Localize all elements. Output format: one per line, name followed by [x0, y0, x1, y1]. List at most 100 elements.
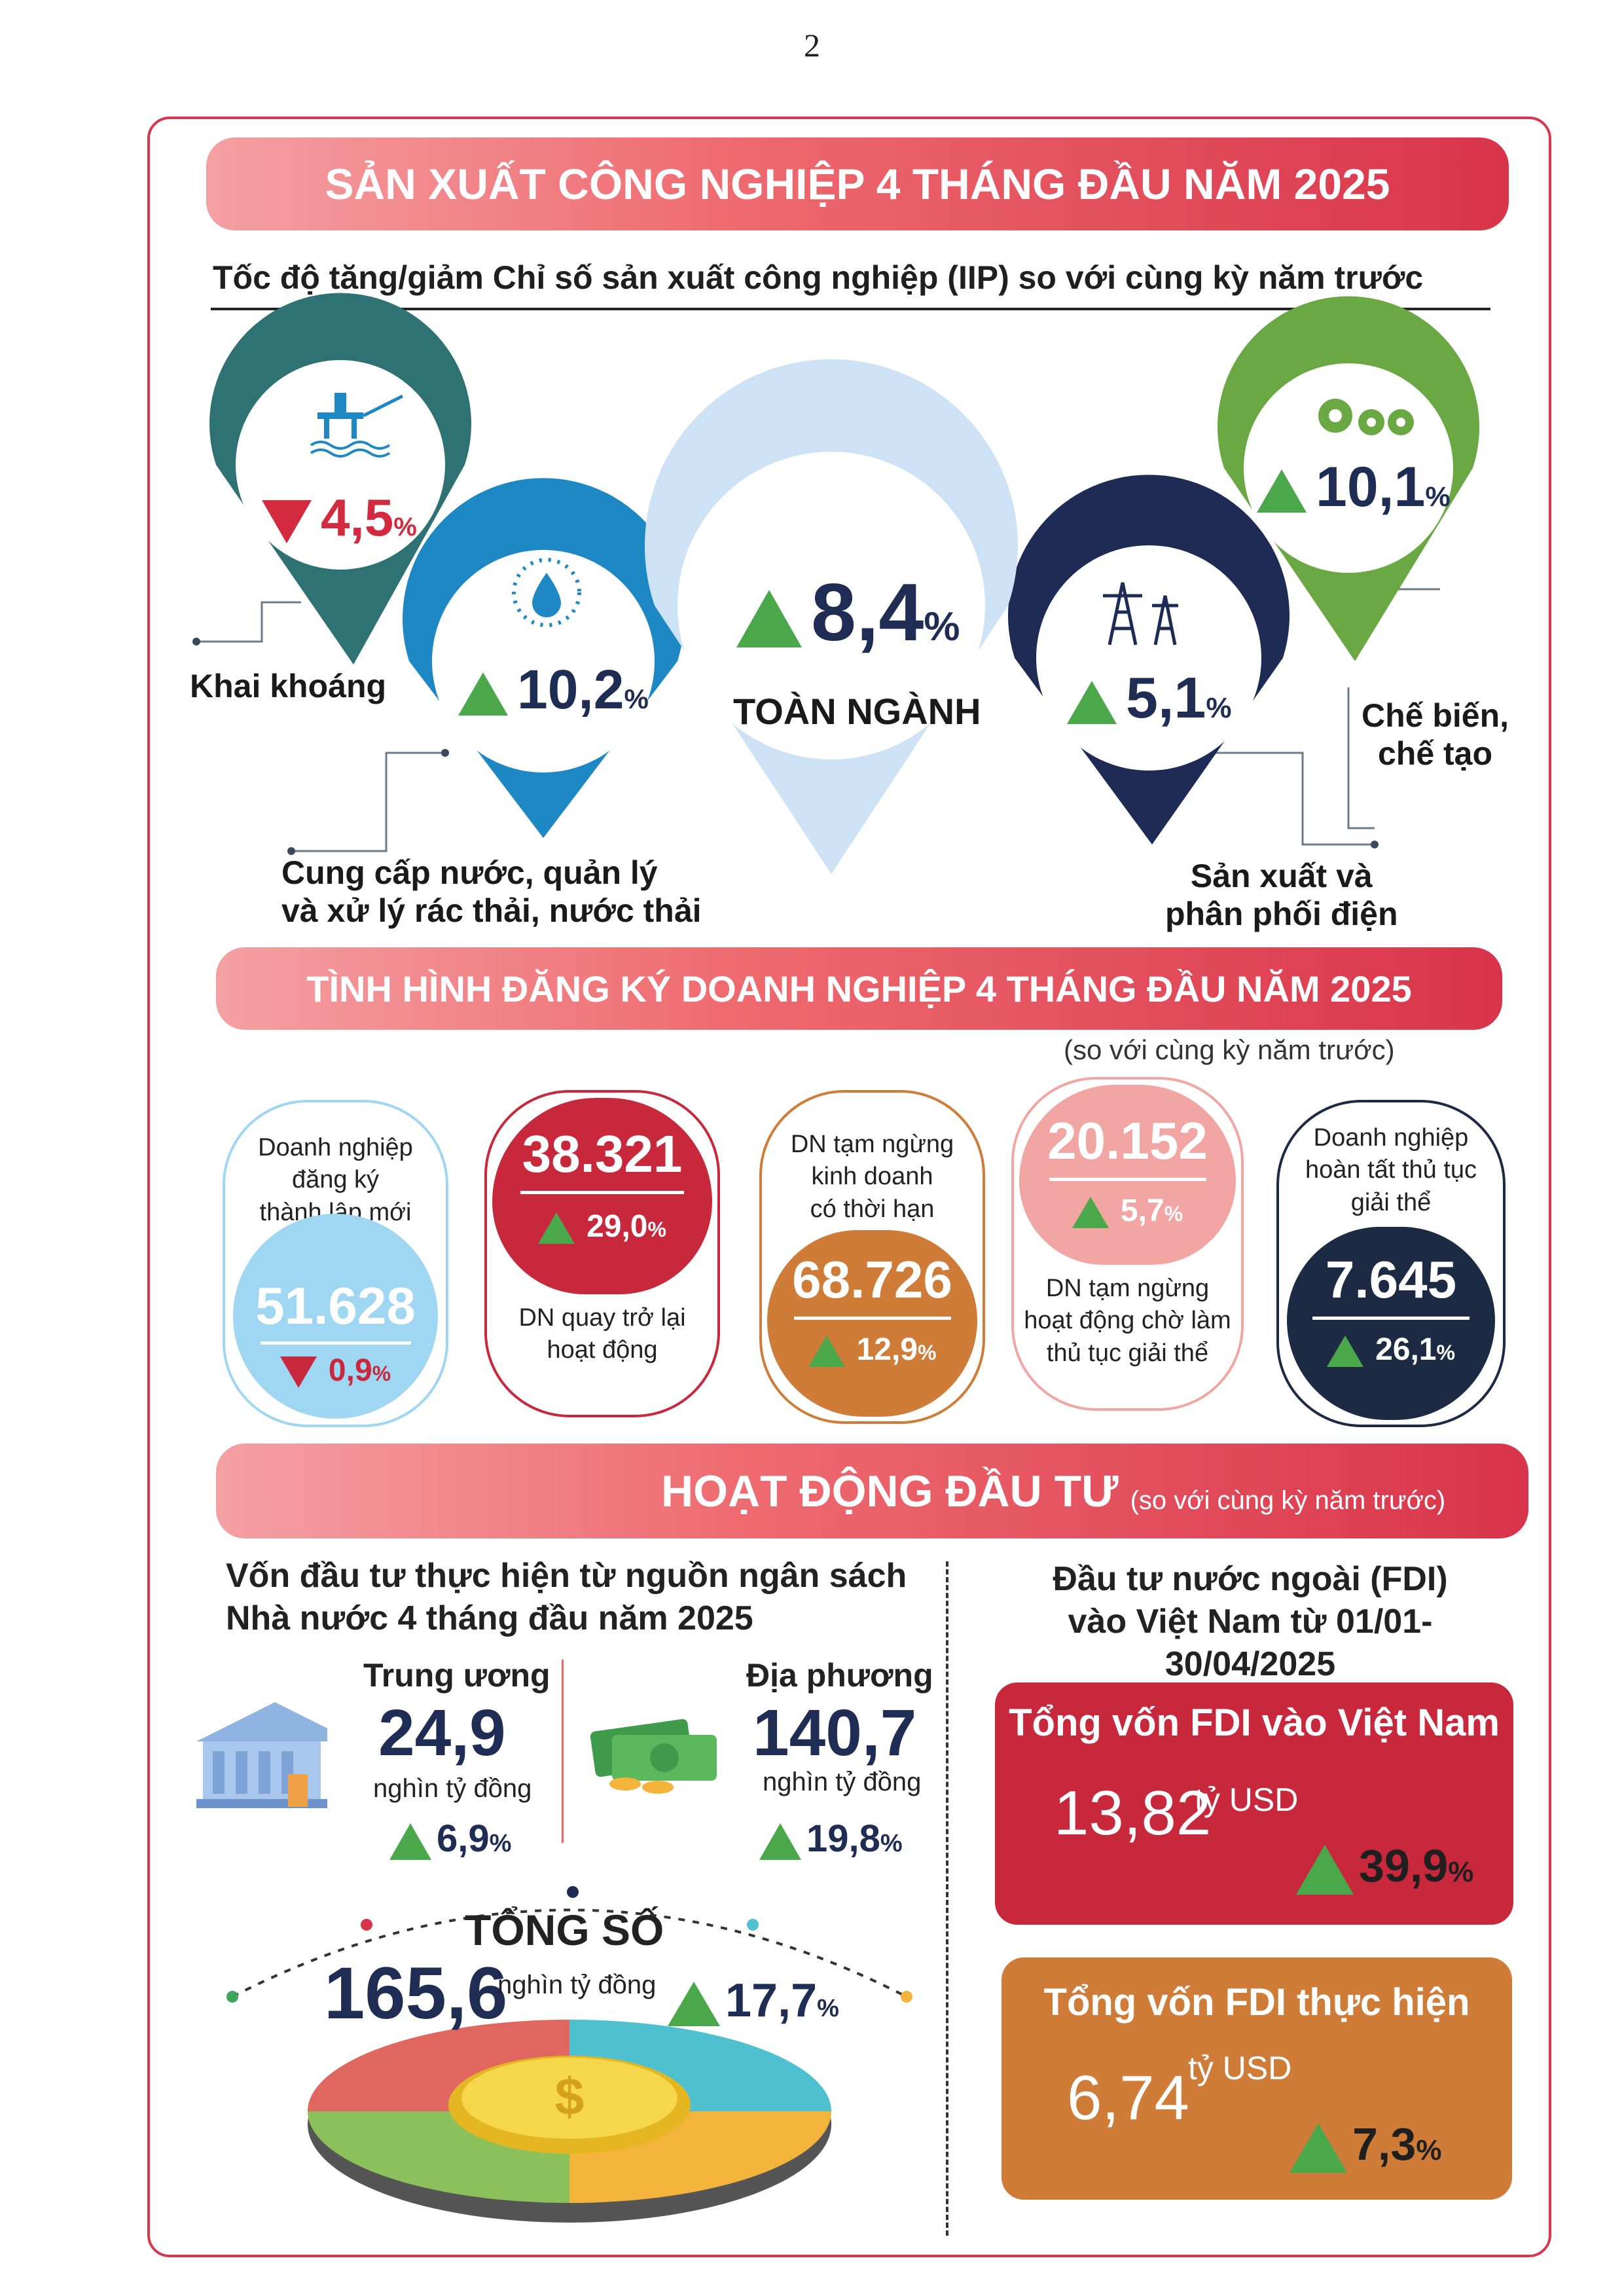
down-arrow-icon	[280, 1356, 317, 1389]
card-label-line: Doanh nghiệp	[258, 1134, 413, 1161]
card-label-line: giải thể	[1350, 1188, 1432, 1216]
water-pct: %	[624, 683, 649, 714]
fdi-disbursed-change-value: 7,3	[1352, 2118, 1416, 2170]
total-value: 165,6	[324, 1952, 508, 2034]
up-arrow-icon	[389, 1823, 431, 1860]
fdi-registered-change: 39,9%	[1296, 1840, 1473, 1895]
fdi-registered-unit: tỷ USD	[1195, 1781, 1299, 1818]
card-change-pct: %	[372, 1362, 391, 1385]
section-divider	[946, 1561, 948, 2236]
card-change-pct: %	[647, 1218, 666, 1241]
total-value: 8,4	[811, 568, 924, 658]
up-arrow-icon	[759, 1823, 801, 1860]
manufacturing-label-line1: Chế biến,	[1362, 697, 1509, 734]
card-label: Doanh nghiệp đăng ký thành lập mới	[225, 1132, 446, 1229]
total-coin-graphic: $	[226, 1886, 912, 2223]
electricity-label: Sản xuất và phân phối điện	[1165, 858, 1398, 933]
card-label: DN quay trở lại hoạt động	[487, 1302, 717, 1367]
investment-title: HOẠT ĐỘNG ĐẦU TƯ	[661, 1466, 1119, 1516]
manufacturing-value: 10,1	[1316, 456, 1426, 518]
card-change-value: 29,0	[586, 1209, 648, 1244]
total-change-value: 17,7	[725, 1974, 818, 2027]
card-value: 68.726	[792, 1250, 952, 1309]
card-label-line: Doanh nghiệp	[1313, 1124, 1469, 1152]
total-change-pct: %	[817, 1995, 839, 2022]
card-rule	[260, 1341, 411, 1345]
fdi-heading: Đầu tư nước ngoài (FDI) vào Việt Nam từ …	[995, 1558, 1506, 1686]
water-pin	[403, 478, 684, 838]
card-change: 29,0%	[492, 1209, 712, 1245]
power-tower-icon	[1103, 582, 1178, 646]
mining-change: 4,5%	[262, 488, 417, 548]
total-change: 8,4%	[736, 566, 960, 659]
iip-title: SẢN XUẤT CÔNG NGHIỆP 4 THÁNG ĐẦU NĂM 202…	[206, 137, 1509, 230]
up-arrow-icon	[808, 1336, 845, 1368]
up-arrow-icon	[538, 1212, 575, 1245]
card-awaiting-dissolution: 20.152 5,7% DN tạm ngừng hoạt động chờ l…	[1011, 1077, 1244, 1411]
card-change: 12,9%	[767, 1332, 977, 1368]
card-rule	[1049, 1178, 1206, 1181]
up-arrow-icon	[1257, 469, 1307, 513]
card-label-line: kinh doanh	[811, 1163, 933, 1191]
card-label-line: hoạt động chờ làm	[1024, 1307, 1231, 1335]
card-rule	[793, 1317, 951, 1320]
budget-heading-line: Vốn đầu tư thực hiện từ nguồn ngân sách	[226, 1557, 907, 1595]
money-icon	[590, 1718, 717, 1794]
up-arrow-icon	[1072, 1197, 1109, 1229]
electricity-value: 5,1	[1126, 665, 1206, 730]
central-change-value: 6,9	[437, 1817, 490, 1860]
central-change-pct: %	[489, 1830, 512, 1857]
up-arrow-icon	[668, 1981, 720, 2026]
card-change: 26,1%	[1287, 1332, 1495, 1368]
card-change-pct: %	[1436, 1341, 1455, 1364]
card-temporarily-suspended: DN tạm ngừng kinh doanh có thời hạn 68.7…	[759, 1090, 985, 1424]
gears-icon	[1318, 399, 1414, 435]
total-label: TỔNG SỐ	[465, 1906, 664, 1954]
card-label-line: DN tạm ngừng	[790, 1131, 954, 1158]
card-label-line: DN tạm ngừng	[1045, 1275, 1210, 1302]
local-unit: nghìn tỷ đồng	[763, 1768, 922, 1796]
central-local-divider	[562, 1660, 564, 1843]
card-change: 5,7%	[1019, 1193, 1236, 1229]
business-title: TÌNH HÌNH ĐĂNG KÝ DOANH NGHIỆP 4 THÁNG Đ…	[216, 947, 1502, 1030]
fdi-heading-line: vào Việt Nam từ 01/01-30/04/2025	[1068, 1603, 1433, 1683]
investment-note: (so với cùng kỳ năm trước)	[1130, 1486, 1446, 1515]
svg-text:$: $	[555, 2067, 585, 2126]
mining-value: 4,5	[321, 488, 394, 547]
card-label-line: hoàn tất thủ tục	[1305, 1156, 1477, 1184]
card-new-registrations: Doanh nghiệp đăng ký thành lập mới 51.62…	[223, 1100, 448, 1427]
card-change-value: 12,9	[856, 1332, 918, 1367]
total-label: TOÀN NGÀNH	[733, 691, 981, 732]
total-change: 17,7%	[668, 1974, 839, 2028]
fdi-disbursed-box: Tổng vốn FDI thực hiện 6,74 tỷ USD 7,3%	[1001, 1957, 1512, 2200]
electricity-pct: %	[1206, 692, 1232, 724]
fdi-disbursed-value: 6,74	[1067, 2063, 1189, 2133]
mining-label: Khai khoáng	[190, 668, 387, 704]
subtitle-rule	[211, 308, 1490, 310]
card-change: 0,9%	[233, 1353, 438, 1389]
electricity-label-line1: Sản xuất và	[1190, 858, 1373, 894]
central-label: Trung ương	[363, 1657, 550, 1694]
bank-icon	[196, 1702, 327, 1808]
card-change-value: 5,7	[1120, 1193, 1164, 1228]
central-unit: nghìn tỷ đồng	[373, 1774, 532, 1803]
fdi-registered-box: Tổng vốn FDI vào Việt Nam 13,82 tỷ USD 3…	[995, 1682, 1513, 1925]
local-value: 140,7	[753, 1696, 917, 1770]
local-label: Địa phương	[746, 1657, 933, 1694]
card-label-line: hoạt động	[547, 1336, 658, 1364]
card-label-line: thủ tục giải thể	[1046, 1339, 1209, 1367]
down-arrow-icon	[262, 500, 312, 543]
up-arrow-icon	[1327, 1336, 1364, 1368]
card-returned-operation: 38.321 29,0% DN quay trở lại hoạt động	[484, 1090, 720, 1417]
fdi-registered-value: 13,82	[1054, 1778, 1212, 1848]
card-value: 38.321	[522, 1125, 683, 1183]
card-label: DN tạm ngừng kinh doanh có thời hạn	[762, 1129, 983, 1226]
local-change: 19,8%	[759, 1817, 903, 1861]
fdi-disbursed-title: Tổng vốn FDI thực hiện	[1043, 1981, 1470, 2024]
water-value: 10,2	[517, 659, 624, 720]
local-change-value: 19,8	[806, 1817, 880, 1860]
card-value: 7.645	[1325, 1250, 1457, 1309]
water-change: 10,2%	[458, 658, 649, 721]
central-change: 6,9%	[389, 1817, 511, 1861]
local-change-pct: %	[880, 1830, 903, 1857]
